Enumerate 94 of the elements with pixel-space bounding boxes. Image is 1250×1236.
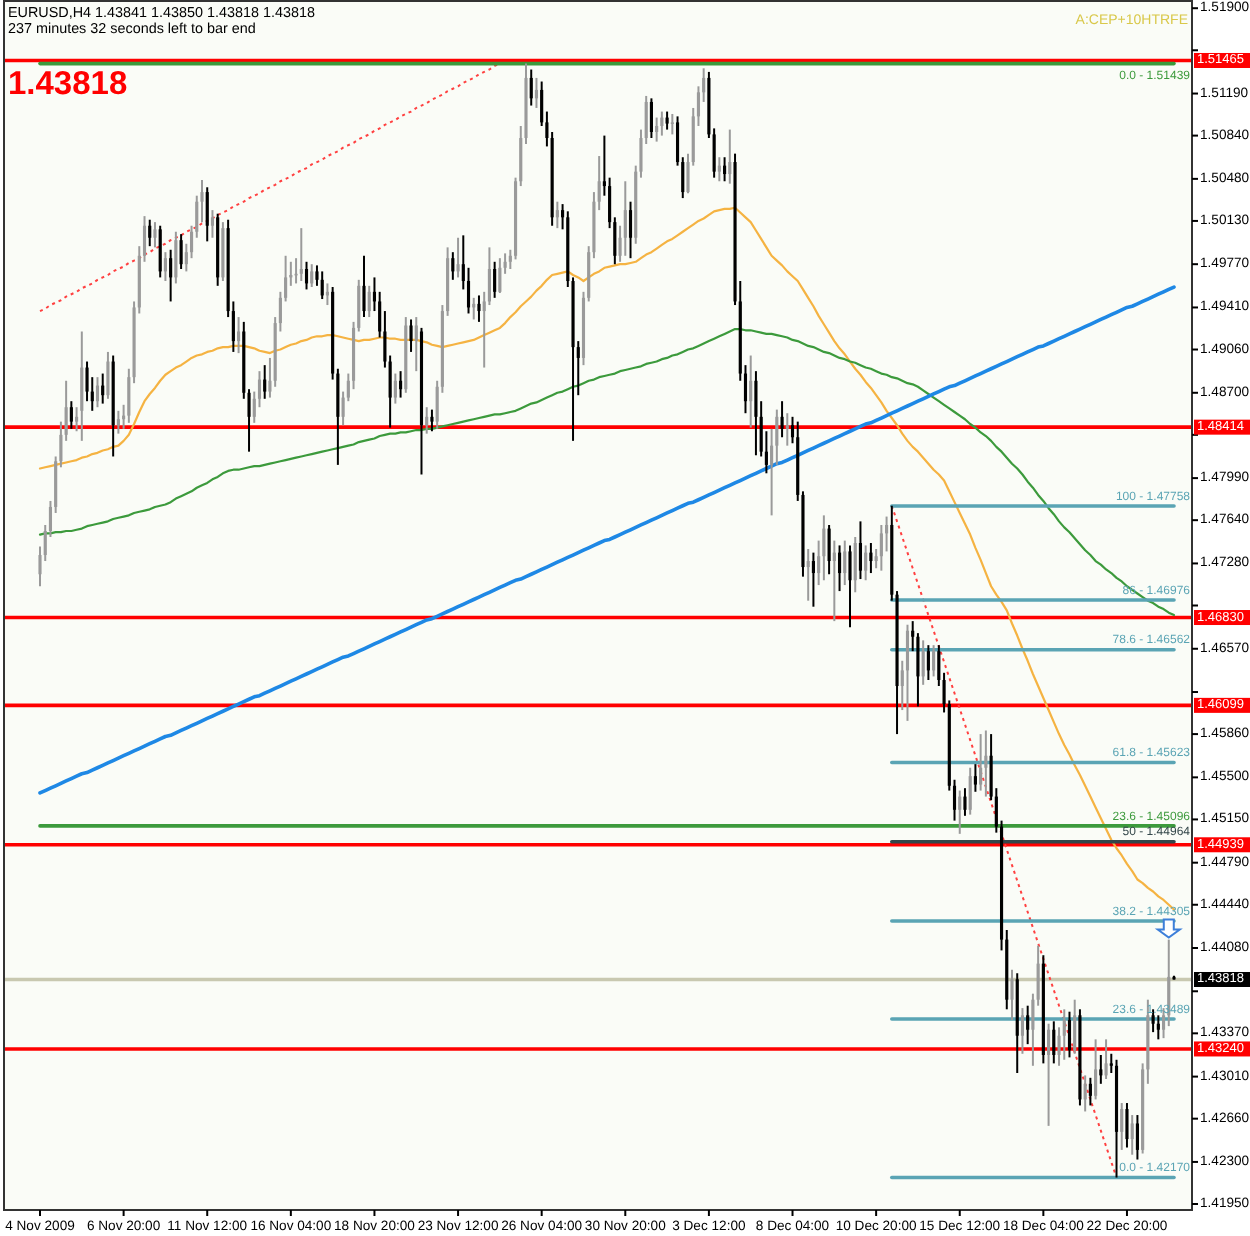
candlestick <box>116 409 120 435</box>
candlestick <box>1120 1102 1124 1151</box>
candlestick <box>158 224 162 279</box>
candlestick <box>1125 1102 1129 1149</box>
candlestick <box>69 400 73 430</box>
candlestick <box>310 263 314 289</box>
candlestick <box>174 230 178 285</box>
candlestick <box>163 251 167 283</box>
candlestick <box>106 350 110 400</box>
candlestick <box>1135 1114 1139 1161</box>
candlestick <box>670 112 674 136</box>
candlestick <box>179 233 183 270</box>
candlestick <box>963 787 967 817</box>
candlestick <box>968 766 972 816</box>
candlestick <box>623 180 627 257</box>
candlestick <box>425 406 429 435</box>
annotation: 1.43818 <box>8 66 128 102</box>
candlestick <box>237 316 241 355</box>
candlestick <box>299 227 303 283</box>
candlestick <box>858 520 863 581</box>
candlestick <box>749 354 753 429</box>
candlestick <box>169 248 173 303</box>
candlestick <box>973 763 977 793</box>
candlestick <box>1094 1038 1098 1101</box>
candlestick <box>853 536 857 594</box>
candlestick <box>304 260 309 291</box>
candlestick <box>1083 1074 1087 1113</box>
candlestick <box>414 316 418 373</box>
candlestick <box>85 360 89 403</box>
candlestick <box>728 128 732 185</box>
candlestick <box>498 257 502 295</box>
candlestick <box>205 186 209 243</box>
candlestick <box>811 551 815 608</box>
candlestick <box>263 364 267 400</box>
candlestick <box>409 318 413 353</box>
candlestick <box>153 221 157 249</box>
candlestick <box>367 284 371 319</box>
candlestick <box>1026 1004 1030 1046</box>
candlestick <box>555 200 559 230</box>
candlestick <box>477 294 481 323</box>
candlestick <box>926 644 930 682</box>
candlestick <box>1104 1038 1108 1081</box>
candlestick <box>827 523 831 576</box>
candlestick <box>879 523 883 572</box>
candlestick <box>320 270 324 301</box>
candlestick <box>958 789 962 835</box>
candlestick <box>210 209 215 239</box>
candlestick <box>1020 1007 1025 1055</box>
candlestick <box>148 218 152 248</box>
candlestick <box>785 412 789 447</box>
candlestick <box>869 542 873 575</box>
candlestick <box>665 110 669 131</box>
candlestick <box>837 544 842 593</box>
candlestick <box>80 330 84 442</box>
candlestick <box>660 110 664 137</box>
candlestick <box>1088 1076 1092 1107</box>
candlestick <box>451 251 455 281</box>
candlestick <box>493 260 497 299</box>
candlestick <box>1062 1008 1066 1061</box>
candlestick <box>723 156 727 183</box>
candlestick <box>399 370 403 399</box>
candlestick <box>1010 968 1014 1022</box>
candlestick <box>979 733 983 792</box>
candlestick <box>529 68 533 107</box>
candlestick <box>822 514 826 582</box>
candlestick <box>717 156 721 183</box>
candlestick <box>932 644 936 678</box>
candlestick <box>649 97 653 139</box>
candlestick <box>905 623 910 722</box>
candlestick <box>843 539 847 587</box>
candlestick <box>1073 998 1077 1055</box>
candlestick <box>806 548 810 602</box>
candlestick <box>754 370 758 457</box>
candlestick <box>1130 1114 1134 1156</box>
candlestick <box>921 639 925 686</box>
candlestick <box>1156 1014 1160 1041</box>
candlestick <box>362 254 366 319</box>
candlestick <box>534 76 539 109</box>
candlestick <box>655 116 659 143</box>
candlestick <box>1047 1022 1051 1127</box>
candlestick <box>864 544 868 582</box>
candlestick <box>95 376 100 409</box>
candlestick <box>1052 1020 1056 1065</box>
candlestick <box>848 544 852 629</box>
candlestick <box>101 372 105 405</box>
candlestick <box>780 400 784 439</box>
candlestick <box>984 729 988 798</box>
candlestick <box>393 372 397 405</box>
candlestick <box>628 200 633 260</box>
candlestick <box>430 408 434 433</box>
candlestick <box>456 236 460 279</box>
candlestick <box>1067 1010 1072 1059</box>
candlestick <box>1099 1053 1103 1085</box>
candlestick <box>832 539 836 623</box>
